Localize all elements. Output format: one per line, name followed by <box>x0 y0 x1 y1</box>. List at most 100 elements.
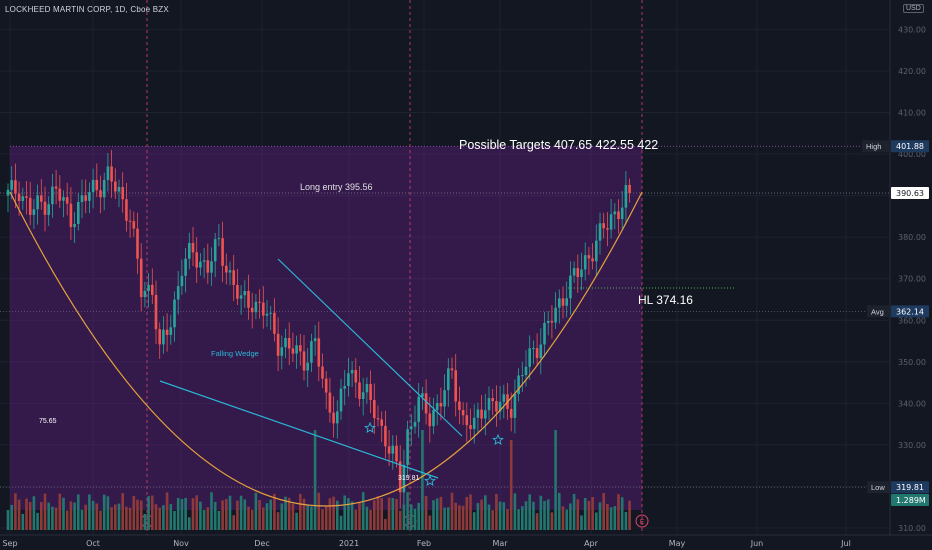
volume-bar <box>369 509 372 530</box>
volume-bar <box>14 493 17 530</box>
volume-bar <box>151 495 154 530</box>
candle-body <box>40 195 43 202</box>
targets-label: Possible Targets 407.65 422.55 422 <box>459 138 658 152</box>
volume-bar <box>358 502 361 530</box>
time-tick-label: Dec <box>254 539 269 548</box>
candle-body <box>432 409 435 427</box>
avg-price-label-title-bg <box>867 305 890 318</box>
candle-body <box>28 197 32 215</box>
candle-body <box>387 446 391 454</box>
candle-body <box>435 403 439 410</box>
candle-body <box>565 298 568 306</box>
candle-body <box>291 348 295 354</box>
volume-bar <box>328 498 332 530</box>
volume-bar <box>528 494 531 530</box>
volume-bar <box>165 492 169 530</box>
candle-body <box>373 399 376 419</box>
volume-bar <box>302 498 306 530</box>
candle-body <box>88 192 91 201</box>
candle-body <box>391 445 395 454</box>
candle-body <box>191 243 195 253</box>
volume-bar <box>336 500 339 530</box>
candle-body <box>450 368 454 371</box>
candle-body <box>210 261 213 273</box>
candle-body <box>17 193 21 202</box>
candle-body <box>321 366 324 379</box>
candle-body <box>139 258 143 298</box>
candle-body <box>80 195 84 203</box>
volume-bar <box>373 500 376 530</box>
volume-bar <box>239 495 243 530</box>
volume-bar <box>143 513 147 530</box>
candle-body <box>336 411 339 424</box>
volume-bar <box>595 512 598 530</box>
volume-bar <box>265 503 269 530</box>
candle-body <box>54 186 58 189</box>
volume-bar <box>114 504 117 530</box>
volume-bar <box>284 496 287 530</box>
volume-bar <box>343 495 346 530</box>
volume-bar <box>602 493 605 530</box>
candle-body <box>583 255 587 270</box>
candle-body <box>602 223 605 229</box>
volume-bar <box>565 509 568 530</box>
candle-body <box>143 290 147 298</box>
volume-bar <box>40 502 43 530</box>
currency-button[interactable]: USD <box>903 4 924 13</box>
candle-body <box>439 403 443 407</box>
avg-price-label-bg <box>891 305 929 318</box>
candle-body <box>317 338 321 367</box>
volume-bar <box>191 498 195 530</box>
volume-bar <box>587 500 591 530</box>
volume-bar <box>350 501 354 530</box>
volume-bar <box>65 510 69 530</box>
volume-bar <box>17 499 21 530</box>
candle-body <box>469 425 472 429</box>
volume-bar <box>472 512 476 530</box>
volume-label-bg <box>891 494 929 506</box>
candle-body <box>199 261 202 268</box>
volume-bar <box>380 498 383 530</box>
candle-body <box>461 409 465 416</box>
volume-bar <box>628 500 631 530</box>
volume-bar <box>517 509 520 530</box>
time-tick-label: Feb <box>417 539 431 548</box>
volume-bar <box>254 492 258 530</box>
entry-zone-rect <box>10 146 642 511</box>
symbol-title[interactable]: LOCKHEED MARTIN CORP, 1D, Cboe BZX <box>5 5 169 14</box>
candle-body <box>25 196 28 198</box>
earnings-marker <box>635 514 649 528</box>
candle-body <box>509 408 513 418</box>
volume-bar <box>413 508 417 530</box>
volume-bar <box>469 494 472 530</box>
volume-bar <box>513 493 517 530</box>
candle-body <box>550 320 554 323</box>
volume-bar <box>324 506 328 530</box>
volume-bar <box>99 510 102 530</box>
candle-body <box>250 307 254 313</box>
candle-body <box>313 338 317 342</box>
candle-body <box>339 388 343 412</box>
price-tick-label: 310.00 <box>898 524 926 533</box>
volume-bars <box>6 430 631 530</box>
volume-bar <box>91 500 95 530</box>
candle-body <box>195 252 198 268</box>
candle-body <box>125 199 128 221</box>
candle-body <box>99 190 102 198</box>
volume-bar <box>147 496 150 530</box>
price-tick-label: 330.00 <box>898 441 926 450</box>
price-tick-label: 370.00 <box>898 275 926 284</box>
volume-bar <box>291 503 295 530</box>
candle-body <box>428 413 432 427</box>
volume-bar <box>476 503 480 530</box>
candle-body <box>620 207 624 220</box>
volume-bar <box>25 498 28 530</box>
candle-body <box>447 368 450 391</box>
candle-body <box>591 258 594 262</box>
low-price-label-title-bg <box>867 481 890 494</box>
volume-bar <box>54 507 58 530</box>
candle-body <box>554 307 557 323</box>
volume-bar <box>480 499 483 530</box>
candle-body <box>106 166 110 181</box>
low-price-label-bg <box>891 481 929 494</box>
